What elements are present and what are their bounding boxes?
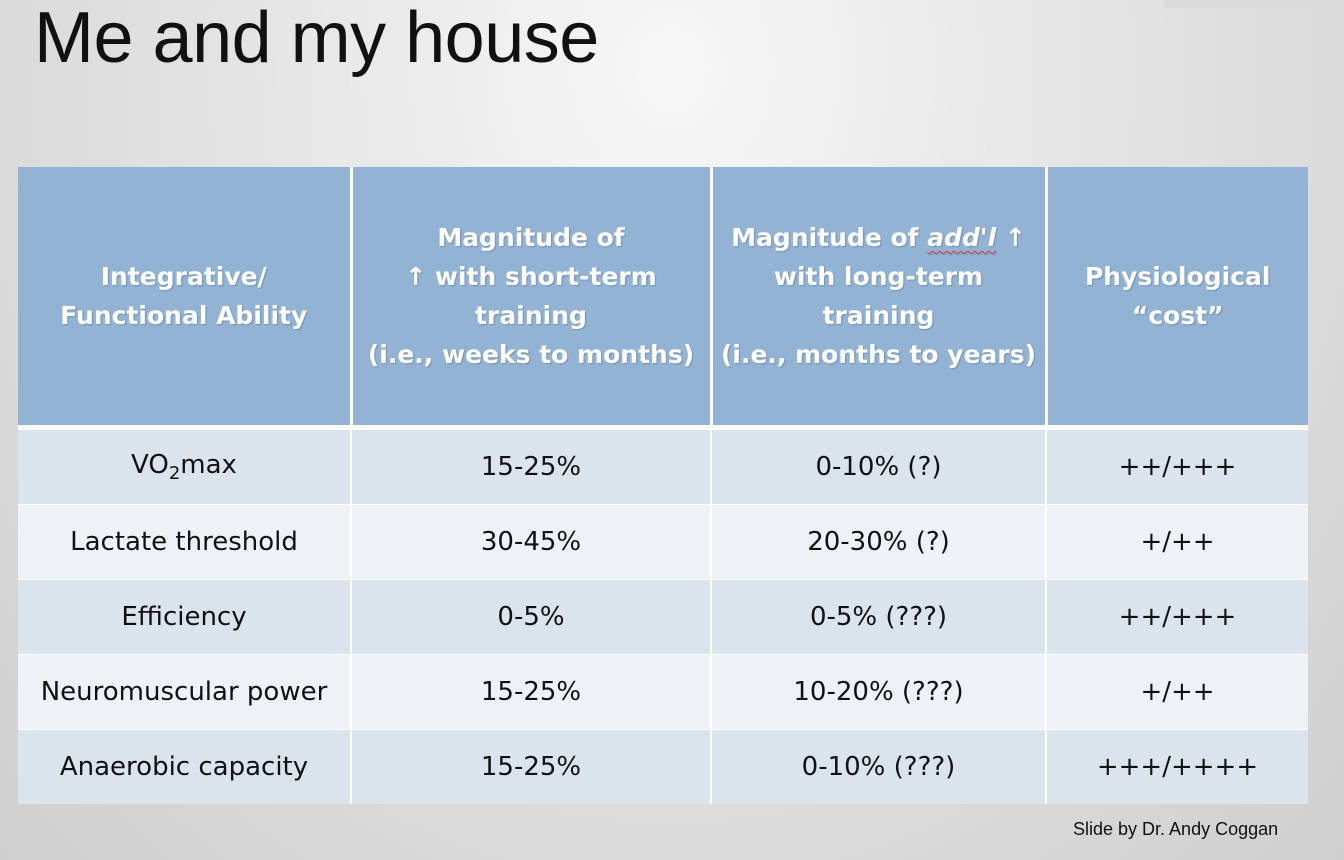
cell-long-term: 0-10% (?) bbox=[710, 427, 1046, 505]
cell-cost: +/++ bbox=[1045, 654, 1308, 730]
cell-long-term: 0-5% (???) bbox=[710, 579, 1046, 655]
header-functional-ability: Integrative/ Functional Ability bbox=[18, 167, 351, 430]
cell-cost: +/++ bbox=[1045, 504, 1308, 580]
table-row: Anaerobic capacity 15-25% 0-10% (???) ++… bbox=[18, 729, 1308, 804]
top-edge-bar bbox=[1164, 0, 1344, 8]
header-physiological-cost: Physiological “cost” bbox=[1044, 167, 1308, 430]
table-row: Neuromuscular power 15-25% 10-20% (???) … bbox=[18, 654, 1308, 730]
cell-long-term: 10-20% (???) bbox=[710, 654, 1046, 730]
cell-cost: +++/++++ bbox=[1045, 729, 1308, 804]
header-long-term: Magnitude of add'l ↑ with long-term trai… bbox=[709, 167, 1046, 430]
cell-short-term: 0-5% bbox=[350, 579, 711, 655]
cell-short-term: 15-25% bbox=[350, 729, 711, 804]
table-row: Efficiency 0-5% 0-5% (???) ++/+++ bbox=[18, 579, 1308, 655]
table-row: VO2max 15-25% 0-10% (?) ++/+++ bbox=[18, 427, 1308, 505]
cell-ability: Neuromuscular power bbox=[18, 654, 351, 730]
cell-cost: ++/+++ bbox=[1045, 579, 1308, 655]
cell-ability: Anaerobic capacity bbox=[18, 729, 351, 804]
cell-short-term: 15-25% bbox=[350, 654, 711, 730]
slide-title: Me and my house bbox=[34, 0, 599, 78]
cell-long-term: 0-10% (???) bbox=[710, 729, 1046, 804]
header-short-term: Magnitude of ↑ with short-term training … bbox=[349, 167, 711, 430]
cell-ability: VO2max bbox=[18, 427, 351, 505]
table-row: Lactate threshold 30-45% 20-30% (?) +/++ bbox=[18, 504, 1308, 580]
cell-ability: Lactate threshold bbox=[18, 504, 351, 580]
table-header-row: Integrative/ Functional Ability Magnitud… bbox=[18, 167, 1308, 430]
slide-credit: Slide by Dr. Andy Coggan bbox=[1073, 819, 1279, 839]
comparison-table: Integrative/ Functional Ability Magnitud… bbox=[18, 167, 1308, 804]
cell-ability: Efficiency bbox=[18, 579, 351, 655]
addl-word: add'l bbox=[927, 223, 997, 252]
cell-short-term: 15-25% bbox=[350, 427, 711, 505]
cell-short-term: 30-45% bbox=[350, 504, 711, 580]
cell-long-term: 20-30% (?) bbox=[710, 504, 1046, 580]
cell-cost: ++/+++ bbox=[1045, 427, 1308, 505]
